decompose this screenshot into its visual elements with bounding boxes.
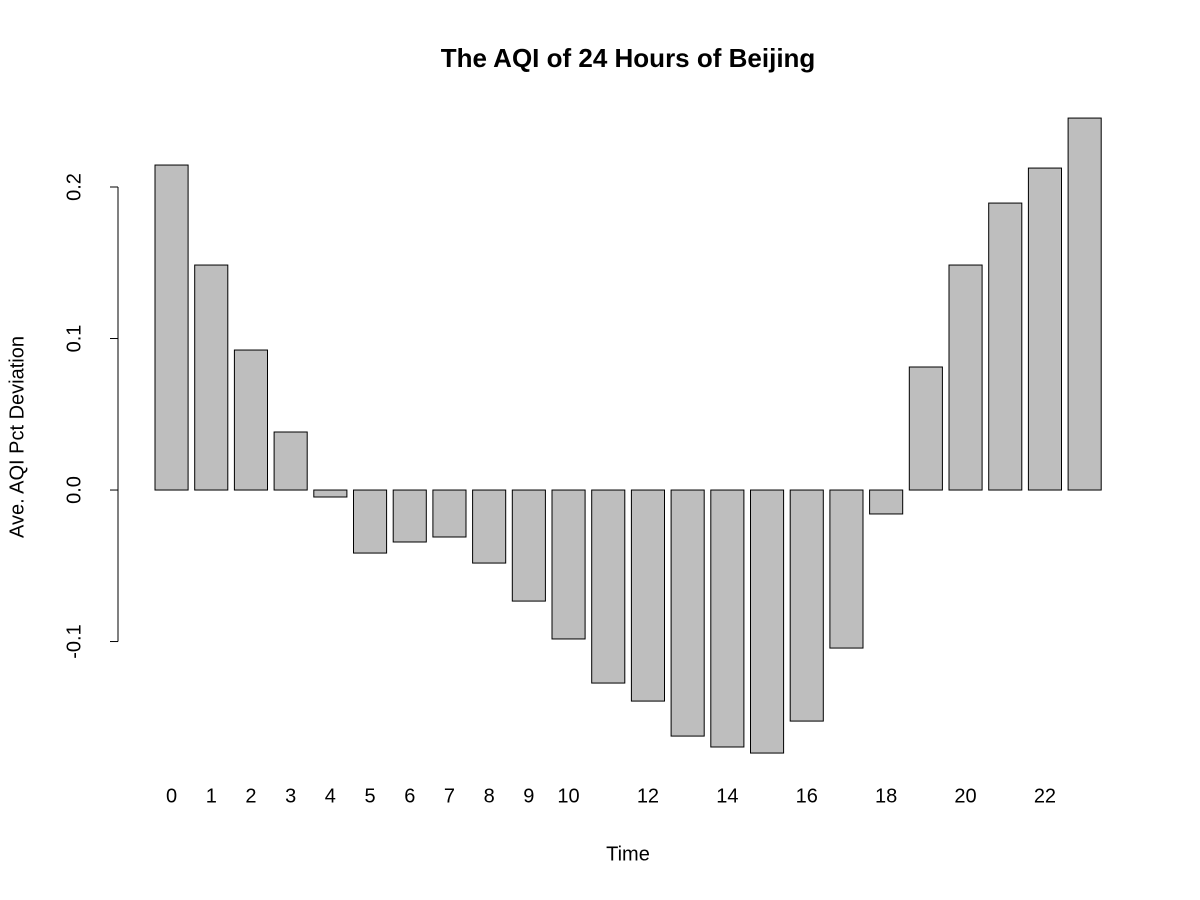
bar: [670, 489, 705, 737]
x-tick-label: 1: [206, 785, 217, 807]
bar: [233, 349, 268, 491]
x-tick-label: 4: [325, 785, 336, 807]
bar: [591, 489, 626, 684]
bar: [392, 489, 427, 543]
x-tick-label: 18: [875, 785, 897, 807]
x-tick-label: 16: [796, 785, 818, 807]
bar: [829, 489, 864, 649]
x-tick-label: 0: [166, 785, 177, 807]
bar: [750, 489, 785, 754]
bar: [869, 489, 904, 515]
x-tick-label: 5: [364, 785, 375, 807]
y-tick-label: 0.1: [63, 325, 85, 353]
y-tick-label: -0.1: [63, 624, 85, 658]
x-tick-label: 2: [245, 785, 256, 807]
x-tick-label: 9: [523, 785, 534, 807]
bar: [551, 489, 586, 640]
bar: [948, 264, 983, 491]
x-tick-label: 3: [285, 785, 296, 807]
bar: [630, 489, 666, 702]
x-tick-label: 7: [444, 785, 455, 807]
x-tick-label: 10: [557, 785, 579, 807]
bar: [273, 431, 308, 491]
bar: [432, 489, 467, 538]
chart-title: The AQI of 24 Hours of Beijing: [441, 43, 816, 73]
x-tick-label: 8: [484, 785, 495, 807]
x-axis-label: Time: [606, 843, 650, 865]
bar: [194, 264, 229, 491]
bar: [313, 489, 348, 498]
x-tick-label: 6: [404, 785, 415, 807]
bar: [789, 489, 824, 722]
bar: [1067, 117, 1102, 491]
bar: [511, 489, 546, 602]
bar: [710, 489, 745, 748]
x-tick-label: 22: [1034, 785, 1056, 807]
x-tick-label: 14: [716, 785, 738, 807]
x-tick-label: 12: [637, 785, 659, 807]
x-tick-label: 20: [954, 785, 976, 807]
bar: [353, 489, 388, 554]
bar: [472, 489, 507, 564]
bar: [154, 164, 189, 491]
bar: [908, 366, 943, 491]
bar: [988, 202, 1023, 491]
y-tick-label: 0.0: [63, 476, 85, 504]
y-axis-label: Ave. AQI Pct Deviation: [6, 336, 28, 538]
y-tick-label: 0.2: [63, 173, 85, 201]
bar: [1027, 167, 1063, 491]
